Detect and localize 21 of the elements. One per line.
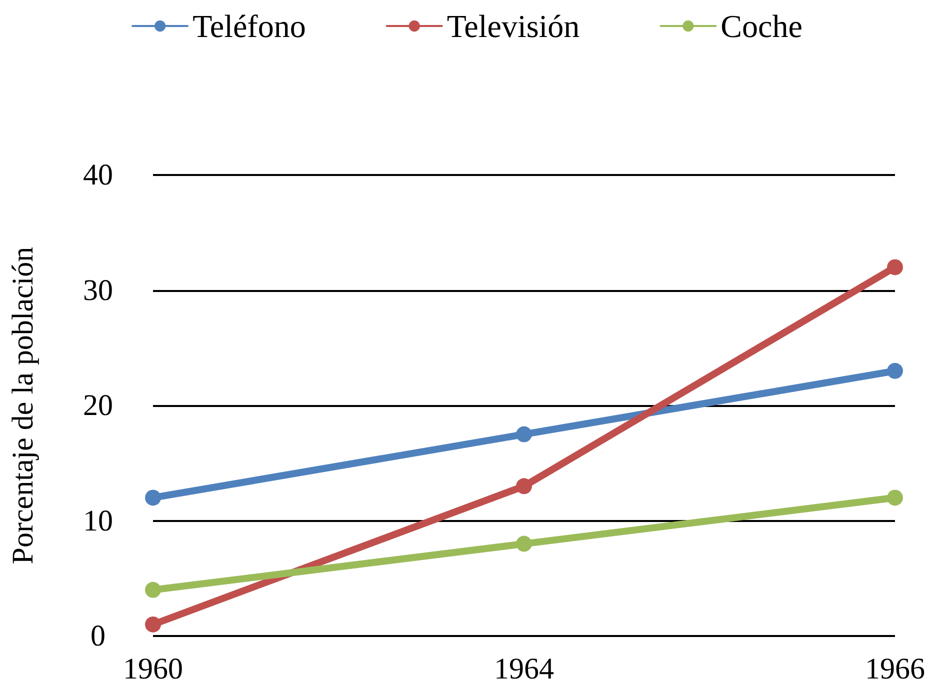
y-tick-label: 20 [83, 389, 113, 422]
point [516, 536, 532, 552]
point [145, 490, 161, 506]
legend-label: Teléfono [192, 8, 306, 44]
legend-label: Coche [720, 8, 802, 44]
point [887, 259, 903, 276]
legend-label: Televisión [446, 8, 580, 44]
point [887, 362, 903, 379]
x-tick-label: 1966 [865, 652, 925, 686]
y-tick-label: 40 [83, 158, 113, 192]
point [516, 478, 532, 494]
point [516, 426, 532, 442]
point [145, 582, 161, 598]
x-tick-label: 1960 [123, 652, 183, 686]
point [145, 616, 161, 632]
y-axis-title: Porcentaje de la población [6, 246, 40, 564]
y-tick-label: 30 [83, 274, 113, 307]
x-tick-label: 1964 [494, 652, 554, 686]
point [887, 490, 903, 506]
y-tick-label: 10 [83, 504, 113, 538]
y-tick-label: 0 [90, 620, 106, 652]
